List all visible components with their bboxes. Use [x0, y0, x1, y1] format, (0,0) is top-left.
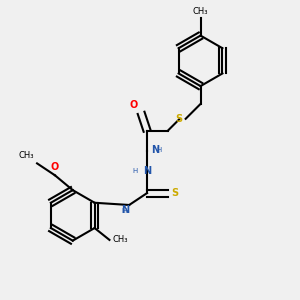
Text: CH₃: CH₃: [112, 236, 128, 244]
Text: O: O: [130, 100, 138, 110]
Text: H: H: [121, 208, 126, 214]
Text: H: H: [133, 168, 138, 174]
Text: CH₃: CH₃: [193, 7, 208, 16]
Text: N: N: [143, 166, 151, 176]
Text: S: S: [171, 188, 178, 198]
Text: S: S: [176, 114, 183, 124]
Text: H: H: [157, 147, 162, 153]
Text: O: O: [51, 162, 59, 172]
Text: N: N: [121, 205, 129, 215]
Text: N: N: [152, 145, 160, 155]
Text: CH₃: CH₃: [19, 152, 34, 160]
